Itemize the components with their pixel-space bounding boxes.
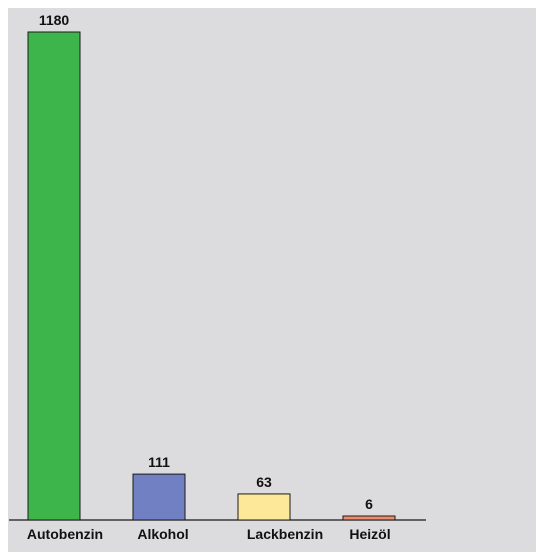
bar-alkohol bbox=[132, 473, 186, 521]
chart-panel: 1180 111 63 6 Autobenzin Alkohol Lackbenzin He… bbox=[8, 8, 536, 552]
value-label: 1180 bbox=[39, 12, 70, 28]
category-label: Heizöl bbox=[349, 526, 390, 542]
bar-autobenzin bbox=[27, 31, 81, 521]
category-label: Alkohol bbox=[137, 526, 188, 542]
bar-heizöl bbox=[342, 515, 396, 521]
category-label: Lackbenzin bbox=[247, 526, 323, 542]
bar-chart: 1180 111 63 6 Autobenzin Alkohol Lackbenzin He… bbox=[9, 12, 426, 542]
category-label: Autobenzin bbox=[27, 526, 103, 542]
bar-lackbenzin bbox=[237, 493, 291, 521]
value-label: 63 bbox=[256, 474, 272, 490]
value-label: 111 bbox=[148, 454, 170, 470]
value-label: 6 bbox=[365, 496, 373, 512]
